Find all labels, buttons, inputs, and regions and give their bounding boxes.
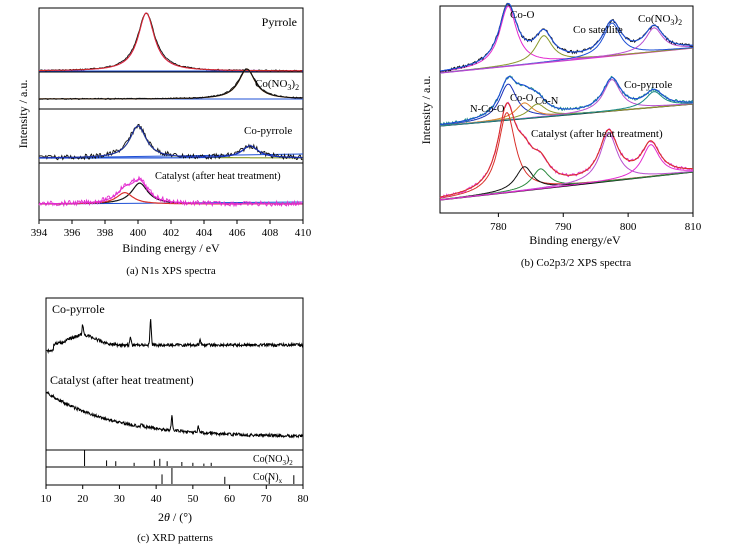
panel-c-curves <box>46 319 304 484</box>
panel-a-frame <box>38 7 304 221</box>
panel-a-ticks: 394 396 398 400 402 404 406 408 410 <box>31 220 312 239</box>
panel-c-xtick-label: 30 <box>114 493 126 505</box>
panel-a-envelope <box>39 68 303 100</box>
panel-b-curves <box>439 2 694 201</box>
panel-b-label-cono3-close: ) <box>674 13 678 25</box>
panel-c-label-ref-cono3-sub2: 2 <box>289 459 293 467</box>
panel-b-xtick-label: 800 <box>620 221 637 233</box>
panel-a-curves <box>38 12 304 208</box>
panel-c-label-ref-conx-sub: x <box>279 477 283 485</box>
panel-b-xlabel: Binding energy/eV <box>529 233 621 247</box>
panel-b-fit-peak <box>439 91 693 127</box>
panel-b-ticks: 780 790 800 810 <box>490 213 702 233</box>
panel-b-label-cono3-sub2: 2 <box>678 18 682 27</box>
panel-c-label-ref-conx-base: Co(N) <box>253 472 279 483</box>
panel-b-caption: (b) Co2p3/2 XPS spectra <box>521 257 631 269</box>
panel-a-n1s-xps: 394 396 398 400 402 404 406 408 410 Pyrrole Co(N… <box>16 7 312 277</box>
panel-b-fit-peak <box>439 144 693 201</box>
panel-a-xtick-label: 400 <box>130 227 147 239</box>
panel-c-xtick-label: 20 <box>77 493 89 505</box>
panel-b-label-co-pyrrole: Co-pyrrole <box>624 79 672 91</box>
panel-a-caption: (a) N1s XPS spectra <box>126 265 216 277</box>
panel-c-label-ref-cono3-close: ) <box>286 454 289 465</box>
panel-b-xtick-label: 790 <box>555 221 572 233</box>
panel-b-fit-peak <box>439 22 694 74</box>
panel-b-label-catalyst: Catalyst (after heat treatment) <box>531 128 663 140</box>
panel-a-xtick-label: 406 <box>229 227 246 239</box>
panel-c-xrd-pattern <box>46 319 304 354</box>
panel-c-ticks: 10 20 30 40 50 60 70 80 <box>41 485 310 505</box>
panel-c-xlabel-post: / (°) <box>173 510 192 524</box>
panel-c-xtick-label: 80 <box>298 493 310 505</box>
panel-b-co2p-xps: 780 790 800 810 Co-O Co satellite Co(NO3)2 … <box>419 2 702 269</box>
panel-b-label-cono3-base: Co(NO <box>638 13 670 25</box>
panel-a-label-cono3-close: ) <box>291 78 295 90</box>
panel-c-frame <box>45 297 304 486</box>
panel-c-xrd-pattern <box>46 390 304 439</box>
panel-a-label-pyrrole: Pyrrole <box>262 15 297 29</box>
panel-a-raw-spectrum <box>38 123 303 161</box>
panel-b-label-co-satellite: Co satellite <box>573 24 623 36</box>
panel-c-xtick-label: 10 <box>41 493 53 505</box>
panel-a-label-catalyst: Catalyst (after heat treatment) <box>155 171 281 182</box>
panel-b-envelope <box>439 2 694 72</box>
panel-c-xrd: 10 20 30 40 50 60 70 80 Co-pyrrole Catalyst (af… <box>41 297 310 544</box>
panel-a-envelope <box>39 12 303 72</box>
panel-c-xlabel-pre: 2 <box>158 510 164 524</box>
panel-a-xtick-label: 402 <box>163 227 180 239</box>
panel-b-xtick-label: 780 <box>490 221 507 233</box>
panel-c-xlabel: 2θ / (°) <box>158 510 192 524</box>
panel-a-label-cono3-sub: 3 <box>287 83 291 92</box>
panel-c-xtick-label: 40 <box>151 493 163 505</box>
panel-a-ylabel: Intensity / a.u. <box>16 80 30 149</box>
panel-c-label-copyrrole: Co-pyrrole <box>52 302 105 316</box>
panel-b-label-co-n: Co-N <box>535 96 559 107</box>
panel-c-label-ref-conx: Co(N)x <box>253 472 283 485</box>
panel-b-envelope <box>439 102 693 198</box>
panel-a-envelope <box>39 125 303 159</box>
panel-c-xlabel-theta: θ <box>164 510 170 524</box>
panel-a-label-cono3-sub2: 2 <box>295 83 299 92</box>
panel-b-frame <box>439 5 694 214</box>
panel-c-caption: (c) XRD patterns <box>137 532 213 544</box>
panel-a-xlabel: Binding energy / eV <box>122 241 220 255</box>
panel-b-ylabel: Intensity / a.u. <box>419 76 433 145</box>
panel-b-fit-peak <box>439 27 693 74</box>
panel-c-xtick-label: 50 <box>187 493 199 505</box>
panel-a-xtick-label: 396 <box>64 227 81 239</box>
panel-b-label-co-o: Co-O <box>510 9 535 21</box>
panel-b-envelope <box>439 76 693 126</box>
panel-b-xtick-label: 810 <box>685 221 702 233</box>
panel-a-xtick-label: 394 <box>31 227 48 239</box>
panel-a-xtick-label: 408 <box>262 227 279 239</box>
panel-a-xtick-label: 398 <box>97 227 114 239</box>
panel-a-xtick-label: 404 <box>196 227 213 239</box>
panel-c-xtick-label: 60 <box>224 493 236 505</box>
panel-b-label-co-o-2: Co-O <box>510 93 534 104</box>
panel-a-label-copyrrole: Co-pyrrole <box>244 125 292 137</box>
panel-b-label-cono3: Co(NO3)2 <box>638 13 682 27</box>
panel-a-envelope <box>39 178 303 205</box>
panel-b-fit-peak <box>439 35 694 74</box>
panel-c-label-ref-cono3: Co(NO3)2 <box>253 454 293 467</box>
panel-a-xtick-label: 410 <box>295 227 312 239</box>
panel-b-label-cono3-sub: 3 <box>670 18 674 27</box>
panel-a-label-cono3: Co(NO3)2 <box>255 78 299 92</box>
panel-c-label-ref-cono3-sub: 3 <box>282 459 286 467</box>
panel-b-label-n-co-o: N-Co-O <box>470 104 505 115</box>
panel-c-xtick-label: 70 <box>261 493 273 505</box>
panel-c-label-ref-cono3-base: Co(NO <box>253 454 282 465</box>
panel-c-label-catalyst: Catalyst (after heat treatment) <box>50 373 194 387</box>
panel-a-label-cono3-base: Co(NO <box>255 78 287 90</box>
